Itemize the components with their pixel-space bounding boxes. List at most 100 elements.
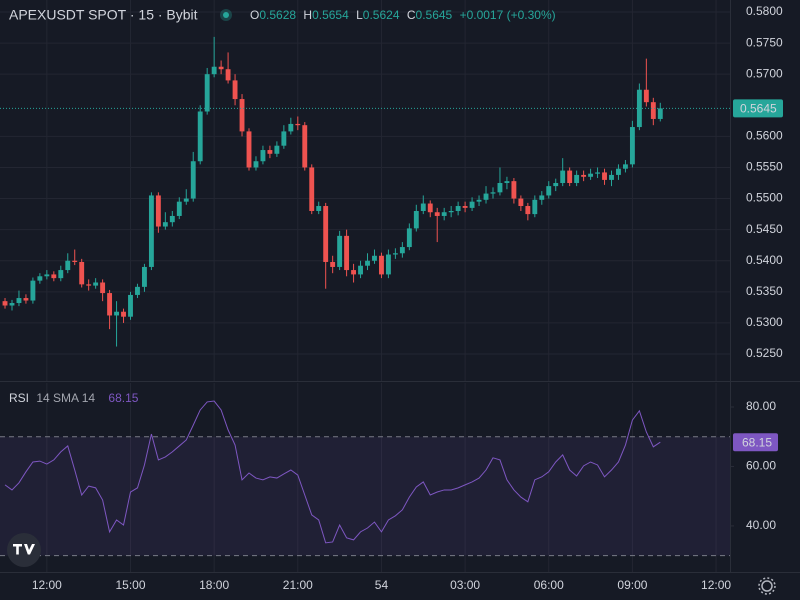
y-tick-label: 0.5700 xyxy=(746,66,783,80)
x-tick-label: 12:00 xyxy=(32,578,62,592)
candle-body xyxy=(455,206,461,211)
x-tick-label: 03:00 xyxy=(450,578,480,592)
candle-body xyxy=(58,270,64,279)
logo-circle xyxy=(7,533,41,567)
ohlc-label: O xyxy=(250,8,259,22)
candle-body xyxy=(399,247,405,254)
candle-body xyxy=(344,235,350,271)
candle-body xyxy=(657,108,663,119)
candle-body xyxy=(176,201,182,216)
candle-body xyxy=(260,150,266,162)
candle-body xyxy=(183,198,189,202)
x-tick-label: 54 xyxy=(375,578,389,592)
rsi-line xyxy=(4,400,661,544)
ohlc-value: 0.5624 xyxy=(363,8,400,22)
candle-body xyxy=(413,210,419,229)
x-tick-label: 09:00 xyxy=(617,578,647,592)
candle-body xyxy=(128,294,133,317)
candle-body xyxy=(622,164,628,169)
candle-body xyxy=(218,66,224,70)
candle-body xyxy=(595,172,600,174)
grid xyxy=(0,0,734,572)
rsi-badge xyxy=(733,433,778,452)
candle-body xyxy=(483,193,489,200)
candle-body xyxy=(323,206,329,262)
candle-body xyxy=(211,66,217,75)
candle-body xyxy=(448,210,454,213)
candle-body xyxy=(337,235,343,267)
candle-body xyxy=(574,174,580,184)
y-tick-label: 0.5800 xyxy=(746,4,783,18)
candle-body xyxy=(86,284,92,286)
candle-body xyxy=(330,261,336,267)
marks xyxy=(0,36,730,544)
gear xyxy=(761,580,773,592)
candle-body xyxy=(581,174,587,177)
y-tick-label: 0.5500 xyxy=(746,191,783,205)
candle-body xyxy=(650,102,656,119)
candle-body xyxy=(190,161,196,199)
candle-body xyxy=(37,276,43,281)
candle-body xyxy=(30,280,36,301)
candle-body xyxy=(365,260,370,266)
candle-body xyxy=(351,270,357,275)
y-tick-label: 60.00 xyxy=(746,459,776,473)
candle-body xyxy=(44,274,50,277)
candle-body xyxy=(295,123,301,126)
candle-body xyxy=(490,192,496,194)
candle-body xyxy=(148,195,154,267)
candle-body xyxy=(135,286,140,295)
settings-icon[interactable] xyxy=(758,577,776,595)
ohlc-label: H xyxy=(303,8,312,22)
ohlc-label: C xyxy=(407,8,416,22)
candle-body xyxy=(560,170,566,184)
candle-body xyxy=(504,181,510,184)
market-status-dot xyxy=(223,12,229,18)
x-tick-label: 15:00 xyxy=(115,578,145,592)
change: +0.0017 (+0.30%) xyxy=(460,8,556,22)
candle-body xyxy=(204,74,210,112)
candle-body xyxy=(497,183,503,193)
candle-body xyxy=(281,131,287,146)
ohlc-value: 0.5654 xyxy=(312,8,349,22)
y-tick-label: 0.5600 xyxy=(746,129,783,143)
candle-body xyxy=(385,254,391,275)
candle-body xyxy=(93,282,99,286)
candle-body xyxy=(162,222,168,227)
candle-body xyxy=(511,181,517,199)
indicator-title: RSI xyxy=(9,391,29,405)
labels: 12:00 15:00 18:00 21:00 54 03:00 06:00 09:00 12:… xyxy=(32,4,783,592)
candle-body xyxy=(434,212,440,216)
candle-body xyxy=(441,212,447,216)
ohlc-value: 0.5645 xyxy=(416,8,453,22)
candle-body xyxy=(2,301,8,306)
candle-body xyxy=(309,167,315,211)
candle-body xyxy=(288,123,294,132)
candle-body xyxy=(588,173,594,177)
y-tick-label: 0.5450 xyxy=(746,222,783,236)
candle-body xyxy=(358,265,363,275)
candle-body xyxy=(169,215,175,223)
candle-body xyxy=(253,161,259,168)
candle-body xyxy=(114,311,119,316)
candle-body xyxy=(239,99,245,132)
logo-mark xyxy=(13,544,35,555)
y-tick-label: 0.5750 xyxy=(746,35,783,49)
candle-body xyxy=(372,255,377,261)
indicator-header: RSI 14 SMA 14 68.15 xyxy=(9,391,139,405)
y-tick-label: 0.5400 xyxy=(746,253,783,267)
y-tick-label: 40.00 xyxy=(746,518,776,532)
candle-body xyxy=(643,89,649,103)
candle-body xyxy=(51,274,57,279)
candle-body xyxy=(267,150,273,154)
last-price-badge xyxy=(733,99,783,118)
candle-body xyxy=(469,201,475,208)
candle-body xyxy=(420,203,426,211)
candle-body xyxy=(629,127,635,165)
candle-body xyxy=(246,131,252,168)
candle-body xyxy=(567,170,573,184)
candle-body xyxy=(525,206,531,215)
tv-logo[interactable] xyxy=(7,533,41,567)
